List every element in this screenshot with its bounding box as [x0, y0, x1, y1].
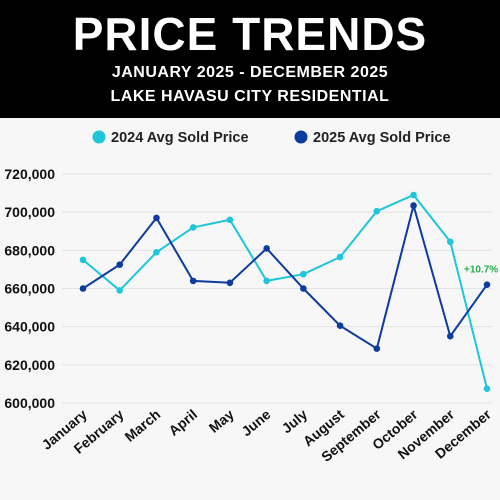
legend-marker-2024	[92, 130, 106, 144]
series-line-2024	[82, 193, 488, 389]
data-point	[373, 207, 381, 215]
data-point	[79, 285, 87, 292]
data-point	[153, 214, 160, 222]
data-point	[189, 224, 197, 231]
data-point	[483, 281, 491, 288]
data-point	[410, 191, 417, 199]
x-tick-label: March	[122, 406, 164, 445]
header-banner: PRICE TRENDS JANUARY 2025 - DECEMBER 202…	[0, 0, 500, 118]
y-tick-label: 720,000	[4, 166, 55, 182]
legend-label-2025: 2025 Avg Sold Price	[313, 130, 451, 146]
data-point	[189, 277, 197, 285]
legend-marker-2025	[294, 130, 308, 144]
legend-label-2024: 2024 Avg Sold Price	[111, 130, 249, 146]
chart-background	[0, 118, 500, 500]
y-tick-label: 620,000	[4, 357, 55, 373]
y-tick-label: 700,000	[4, 204, 55, 220]
data-point	[79, 256, 87, 264]
data-point	[226, 216, 234, 224]
data-point	[410, 202, 417, 209]
data-point	[116, 261, 124, 268]
y-tick-label: 640,000	[4, 319, 55, 335]
y-tick-label: 600,000	[4, 395, 55, 411]
date-range-subtitle: JANUARY 2025 - DECEMBER 2025	[111, 64, 389, 81]
change-annotation: +10.7%	[464, 265, 498, 276]
series-line-2025	[82, 201, 488, 351]
x-tick-label: April	[165, 406, 200, 439]
x-tick-label: May	[206, 406, 237, 436]
y-tick-label: 680,000	[4, 242, 55, 258]
data-point	[263, 277, 270, 285]
x-tick-label: June	[238, 406, 273, 439]
y-tick-label: 660,000	[4, 281, 55, 297]
data-point	[226, 279, 234, 287]
data-point	[483, 385, 491, 392]
data-point	[153, 248, 160, 256]
data-point	[300, 270, 307, 278]
data-point	[336, 322, 344, 330]
data-point	[373, 345, 381, 352]
data-point	[116, 287, 124, 294]
data-point	[300, 285, 307, 292]
data-point	[446, 332, 454, 340]
data-point	[446, 238, 454, 246]
page-title: PRICE TRENDS	[72, 8, 428, 60]
region-subtitle: LAKE HAVASU CITY RESIDENTIAL	[110, 88, 390, 105]
data-point	[336, 253, 344, 261]
data-point	[263, 245, 270, 252]
